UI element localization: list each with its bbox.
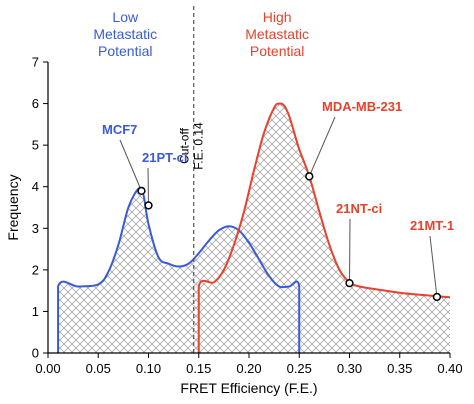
- high-metastatic-label: High Metastatic Potential: [245, 9, 309, 59]
- annotation-point: [144, 201, 153, 210]
- x-tick-label: 0.25: [287, 361, 312, 376]
- annotation-point: [305, 172, 314, 181]
- x-tick-label: 0.40: [437, 361, 462, 376]
- annotation-leader: [429, 235, 438, 297]
- cutoff-label: Cut-offF.E. 0.14: [178, 122, 206, 170]
- y-axis-label: Frequency: [5, 174, 21, 240]
- y-tick-label: 0: [32, 346, 39, 361]
- annotation-leader: [147, 167, 149, 206]
- x-tick-label: 0.00: [35, 361, 60, 376]
- annotation-label: 21MT-1: [410, 218, 454, 233]
- series-0-line: [57, 187, 301, 353]
- y-tick-label: 5: [32, 138, 39, 153]
- x-axis-label: FRET Efficiency (F.E.): [180, 380, 317, 396]
- x-tick-label: 0.05: [86, 361, 111, 376]
- y-tick-label: 6: [32, 96, 39, 111]
- x-tick-label: 0.10: [136, 361, 161, 376]
- annotation-point: [137, 186, 146, 196]
- annotation-label: MDA-MB-231: [322, 99, 402, 114]
- y-tick-label: 3: [32, 221, 39, 236]
- y-tick-label: 4: [32, 179, 39, 194]
- annotation-label: 21PT-ci: [142, 150, 188, 165]
- annotation-point: [432, 292, 442, 302]
- annotation-leader: [308, 116, 336, 177]
- annotation-point: [345, 279, 354, 288]
- x-tick-label: 0.20: [236, 361, 261, 376]
- series-1-fill: [198, 103, 450, 353]
- series-1-line: [197, 102, 451, 353]
- annotation-label: 21NT-ci: [336, 201, 382, 216]
- low-metastatic-label: Low Metastatic Potential: [93, 9, 157, 59]
- annotation-leader: [119, 139, 142, 192]
- annotation-leader: [349, 218, 351, 284]
- annotation-label: MCF7: [102, 122, 137, 137]
- x-tick-label: 0.30: [337, 361, 362, 376]
- y-tick-label: 2: [32, 262, 39, 277]
- x-tick-label: 0.35: [387, 361, 412, 376]
- y-tick-label: 7: [32, 55, 39, 70]
- x-tick-label: 0.15: [186, 361, 211, 376]
- y-tick-label: 1: [32, 304, 39, 319]
